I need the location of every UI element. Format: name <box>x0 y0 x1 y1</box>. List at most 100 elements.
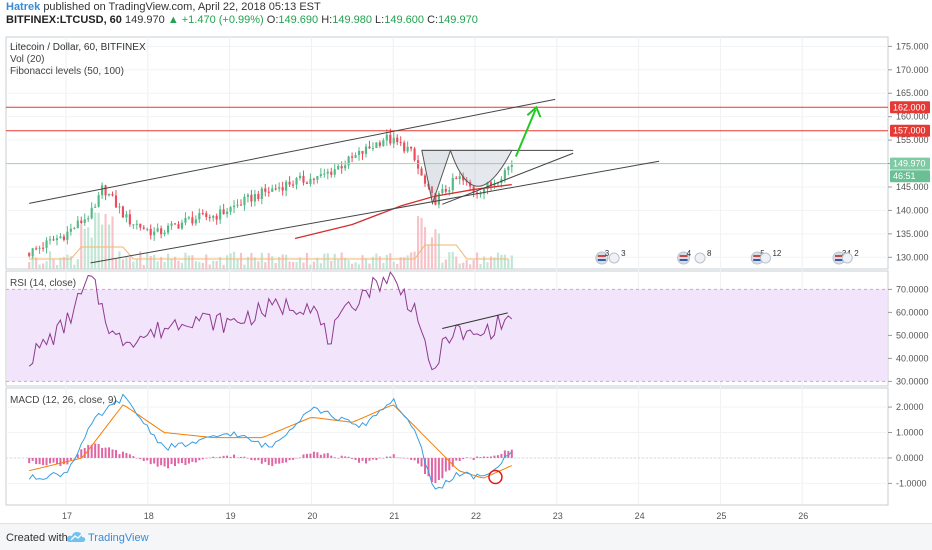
volume-bar <box>173 256 177 269</box>
author-link[interactable]: Hatrek <box>6 1 41 13</box>
candle <box>62 236 65 240</box>
volume-bar <box>208 264 211 269</box>
y-tick-label: 130.000 <box>896 252 929 262</box>
candle <box>42 247 45 249</box>
volume-bar <box>434 229 437 269</box>
volume-bar <box>184 252 187 269</box>
candle <box>215 215 218 220</box>
macd-hist-bar <box>406 457 409 459</box>
volume-bar <box>476 252 479 269</box>
macd-hist-bar <box>451 457 454 467</box>
pane-frame-1 <box>5 36 889 270</box>
x-tick-label: 17 <box>62 511 72 521</box>
macd-hist-bar <box>333 457 336 458</box>
candle <box>510 165 513 167</box>
y-tick-label: 135.000 <box>896 229 929 239</box>
volume-bar <box>382 263 385 269</box>
macd-hist-bar <box>274 457 277 464</box>
symbol-line: BITFINEX:LTCUSD, 60 149.970 ▲ +1.470 (+0… <box>6 14 478 26</box>
macd-hist-bar <box>330 455 333 458</box>
chart-canvas[interactable]: 17 18 19 20 21 22 23 24 25 26175.000170.000165.00… <box>0 0 932 523</box>
macd-hist-bar <box>326 453 329 458</box>
volume-bar <box>326 253 329 269</box>
macd-hist-bar <box>59 457 62 467</box>
macd-hist-bar <box>323 453 326 458</box>
volume-series <box>28 212 513 269</box>
macd-hist-bar <box>31 457 34 461</box>
macd-hist-bar <box>80 449 83 458</box>
candle <box>229 207 232 212</box>
volume-bar <box>212 260 215 269</box>
volume-bar <box>31 253 34 269</box>
macd-hist-bar <box>250 457 253 461</box>
macd-hist-bar <box>378 457 381 459</box>
macd-hist-bar <box>476 456 479 458</box>
price-tag-level <box>890 124 930 137</box>
volume-bar <box>351 263 354 269</box>
macd-hist-bar <box>430 457 433 483</box>
candle <box>316 176 319 180</box>
volume-bar <box>399 257 402 269</box>
volume-bar <box>55 264 59 269</box>
macd-hist-bar <box>316 452 319 458</box>
volume-bar <box>135 259 138 269</box>
candle <box>173 223 177 225</box>
y-tick-label: 140.000 <box>896 205 929 215</box>
macd-hist-bar <box>49 457 52 464</box>
macd-hist-bar <box>420 457 423 467</box>
volume-bar <box>114 258 118 269</box>
macd-hist-bar <box>337 457 340 459</box>
volume-bar <box>333 253 336 269</box>
volume-bar <box>448 252 451 269</box>
macd-hist-bar <box>396 457 399 459</box>
macd-cross-highlight <box>488 469 503 485</box>
macd-hist-bar <box>486 456 489 458</box>
y-tick-label: -1.0000 <box>896 478 927 488</box>
volume-bar <box>66 254 69 269</box>
macd-hist-bar <box>264 457 267 462</box>
macd-hist-bar <box>354 457 357 460</box>
event-count: 3 <box>605 249 610 258</box>
macd-hist-bar <box>135 457 138 459</box>
event-count: 12 <box>772 249 781 258</box>
candle <box>364 146 368 154</box>
candle <box>493 183 496 186</box>
volume-bar <box>510 255 513 269</box>
macd-hist-bar <box>389 456 392 458</box>
volume-bar <box>295 262 298 269</box>
candle <box>114 195 118 208</box>
candle <box>399 142 402 144</box>
low-label: L: <box>375 14 385 26</box>
macd-signal-line <box>29 404 512 479</box>
candle <box>455 178 458 180</box>
candle <box>201 213 204 215</box>
volume-bar <box>229 253 232 269</box>
macd-hist-bar <box>108 447 111 458</box>
candle <box>267 191 270 193</box>
price-tag-label: 157.000 <box>893 126 926 136</box>
candle <box>31 248 34 256</box>
footer-created: Created with <box>6 532 68 544</box>
macd-hist-bar <box>510 449 513 458</box>
volume-bar <box>396 263 399 269</box>
volume-bar <box>215 261 218 269</box>
macd-hist-bar <box>305 453 308 458</box>
volume-bar <box>337 259 340 269</box>
macd-histogram <box>28 443 513 483</box>
volume-bar <box>285 254 288 269</box>
rsi-divergence-line <box>442 312 508 329</box>
cup-shape <box>449 149 513 187</box>
candle <box>226 211 229 215</box>
volume-bar <box>458 263 461 269</box>
volume-bar <box>416 216 420 269</box>
event-count: 4 <box>687 249 692 258</box>
macd-hist-bar <box>97 444 100 458</box>
volume-bar <box>69 256 72 269</box>
macd-hist-bar <box>271 457 274 467</box>
volume-bar <box>420 217 423 269</box>
x-tick-label: 26 <box>798 511 808 521</box>
macd-hist-bar <box>142 457 145 461</box>
footer-brand[interactable]: TradingView <box>88 532 149 544</box>
y-tick-label: 170.000 <box>896 65 929 75</box>
volume-bar <box>87 227 90 269</box>
